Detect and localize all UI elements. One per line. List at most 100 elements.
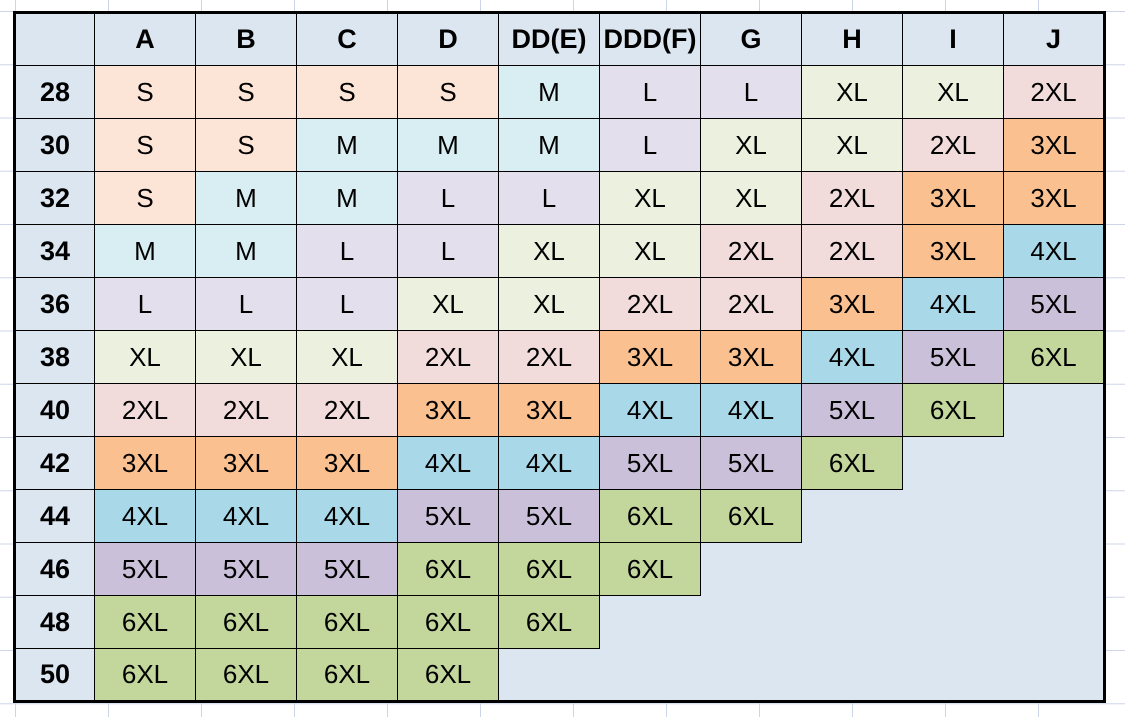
cell-30-h[interactable]: XL [801,118,903,172]
row-header-32[interactable]: 32 [14,171,95,225]
cell-40-j[interactable] [1003,383,1105,437]
row-header-48[interactable]: 48 [14,595,95,649]
cell-48-d[interactable]: 6XL [397,595,499,649]
cell-44-g[interactable]: 6XL [700,489,802,543]
cell-50-d[interactable]: 6XL [397,648,499,702]
cell-30-d[interactable]: M [397,118,499,172]
cell-30-j[interactable]: 3XL [1003,118,1105,172]
cell-32-h[interactable]: 2XL [801,171,903,225]
cell-30-dddf[interactable]: L [599,118,701,172]
row-header-36[interactable]: 36 [14,277,95,331]
cell-38-i[interactable]: 5XL [902,330,1004,384]
cell-30-c[interactable]: M [296,118,398,172]
cell-38-dde[interactable]: 2XL [498,330,600,384]
cell-42-d[interactable]: 4XL [397,436,499,490]
cell-28-i[interactable]: XL [902,65,1004,119]
cell-46-dde[interactable]: 6XL [498,542,600,596]
cell-50-c[interactable]: 6XL [296,648,398,702]
cell-44-dddf[interactable]: 6XL [599,489,701,543]
cell-46-c[interactable]: 5XL [296,542,398,596]
cell-50-a[interactable]: 6XL [94,648,196,702]
cell-36-b[interactable]: L [195,277,297,331]
cell-48-g[interactable] [700,595,802,649]
cell-28-c[interactable]: S [296,65,398,119]
row-header-46[interactable]: 46 [14,542,95,596]
cell-42-i[interactable] [902,436,1004,490]
cell-32-i[interactable]: 3XL [902,171,1004,225]
cell-36-j[interactable]: 5XL [1003,277,1105,331]
cell-30-g[interactable]: XL [700,118,802,172]
cell-32-dddf[interactable]: XL [599,171,701,225]
cell-34-i[interactable]: 3XL [902,224,1004,278]
col-header-dddf[interactable]: DDD(F) [599,12,701,66]
cell-32-d[interactable]: L [397,171,499,225]
cell-28-g[interactable]: L [700,65,802,119]
cell-48-dde[interactable]: 6XL [498,595,600,649]
cell-34-d[interactable]: L [397,224,499,278]
cell-40-b[interactable]: 2XL [195,383,297,437]
cell-32-c[interactable]: M [296,171,398,225]
cell-42-j[interactable] [1003,436,1105,490]
cell-28-a[interactable]: S [94,65,196,119]
cell-46-j[interactable] [1003,542,1105,596]
cell-44-j[interactable] [1003,489,1105,543]
cell-40-a[interactable]: 2XL [94,383,196,437]
cell-34-j[interactable]: 4XL [1003,224,1105,278]
cell-42-b[interactable]: 3XL [195,436,297,490]
col-header-d[interactable]: D [397,12,499,66]
cell-50-g[interactable] [700,648,802,702]
cell-36-dde[interactable]: XL [498,277,600,331]
cell-36-dddf[interactable]: 2XL [599,277,701,331]
cell-36-i[interactable]: 4XL [902,277,1004,331]
cell-44-dde[interactable]: 5XL [498,489,600,543]
cell-50-b[interactable]: 6XL [195,648,297,702]
cell-44-d[interactable]: 5XL [397,489,499,543]
cell-36-a[interactable]: L [94,277,196,331]
cell-32-j[interactable]: 3XL [1003,171,1105,225]
cell-28-dde[interactable]: M [498,65,600,119]
cell-46-b[interactable]: 5XL [195,542,297,596]
cell-38-a[interactable]: XL [94,330,196,384]
cell-48-c[interactable]: 6XL [296,595,398,649]
cell-44-b[interactable]: 4XL [195,489,297,543]
cell-40-h[interactable]: 5XL [801,383,903,437]
row-header-38[interactable]: 38 [14,330,95,384]
cell-30-a[interactable]: S [94,118,196,172]
row-header-50[interactable]: 50 [14,648,95,702]
col-header-g[interactable]: G [700,12,802,66]
cell-34-g[interactable]: 2XL [700,224,802,278]
cell-46-dddf[interactable]: 6XL [599,542,701,596]
cell-48-h[interactable] [801,595,903,649]
cell-48-b[interactable]: 6XL [195,595,297,649]
col-header-b[interactable]: B [195,12,297,66]
cell-36-g[interactable]: 2XL [700,277,802,331]
cell-50-dde[interactable] [498,648,600,702]
cell-34-dde[interactable]: XL [498,224,600,278]
col-header-i[interactable]: I [902,12,1004,66]
cell-50-i[interactable] [902,648,1004,702]
cell-30-dde[interactable]: M [498,118,600,172]
cell-32-g[interactable]: XL [700,171,802,225]
cell-28-j[interactable]: 2XL [1003,65,1105,119]
cell-34-h[interactable]: 2XL [801,224,903,278]
cell-34-c[interactable]: L [296,224,398,278]
cell-42-h[interactable]: 6XL [801,436,903,490]
cell-38-c[interactable]: XL [296,330,398,384]
cell-40-c[interactable]: 2XL [296,383,398,437]
row-header-28[interactable]: 28 [14,65,95,119]
cell-40-g[interactable]: 4XL [700,383,802,437]
cell-46-d[interactable]: 6XL [397,542,499,596]
col-header-a[interactable]: A [94,12,196,66]
cell-28-h[interactable]: XL [801,65,903,119]
cell-38-j[interactable]: 6XL [1003,330,1105,384]
cell-42-dde[interactable]: 4XL [498,436,600,490]
row-header-34[interactable]: 34 [14,224,95,278]
cell-50-j[interactable] [1003,648,1105,702]
cell-38-b[interactable]: XL [195,330,297,384]
cell-50-h[interactable] [801,648,903,702]
row-header-40[interactable]: 40 [14,383,95,437]
cell-38-h[interactable]: 4XL [801,330,903,384]
cell-28-b[interactable]: S [195,65,297,119]
cell-32-a[interactable]: S [94,171,196,225]
cell-46-a[interactable]: 5XL [94,542,196,596]
